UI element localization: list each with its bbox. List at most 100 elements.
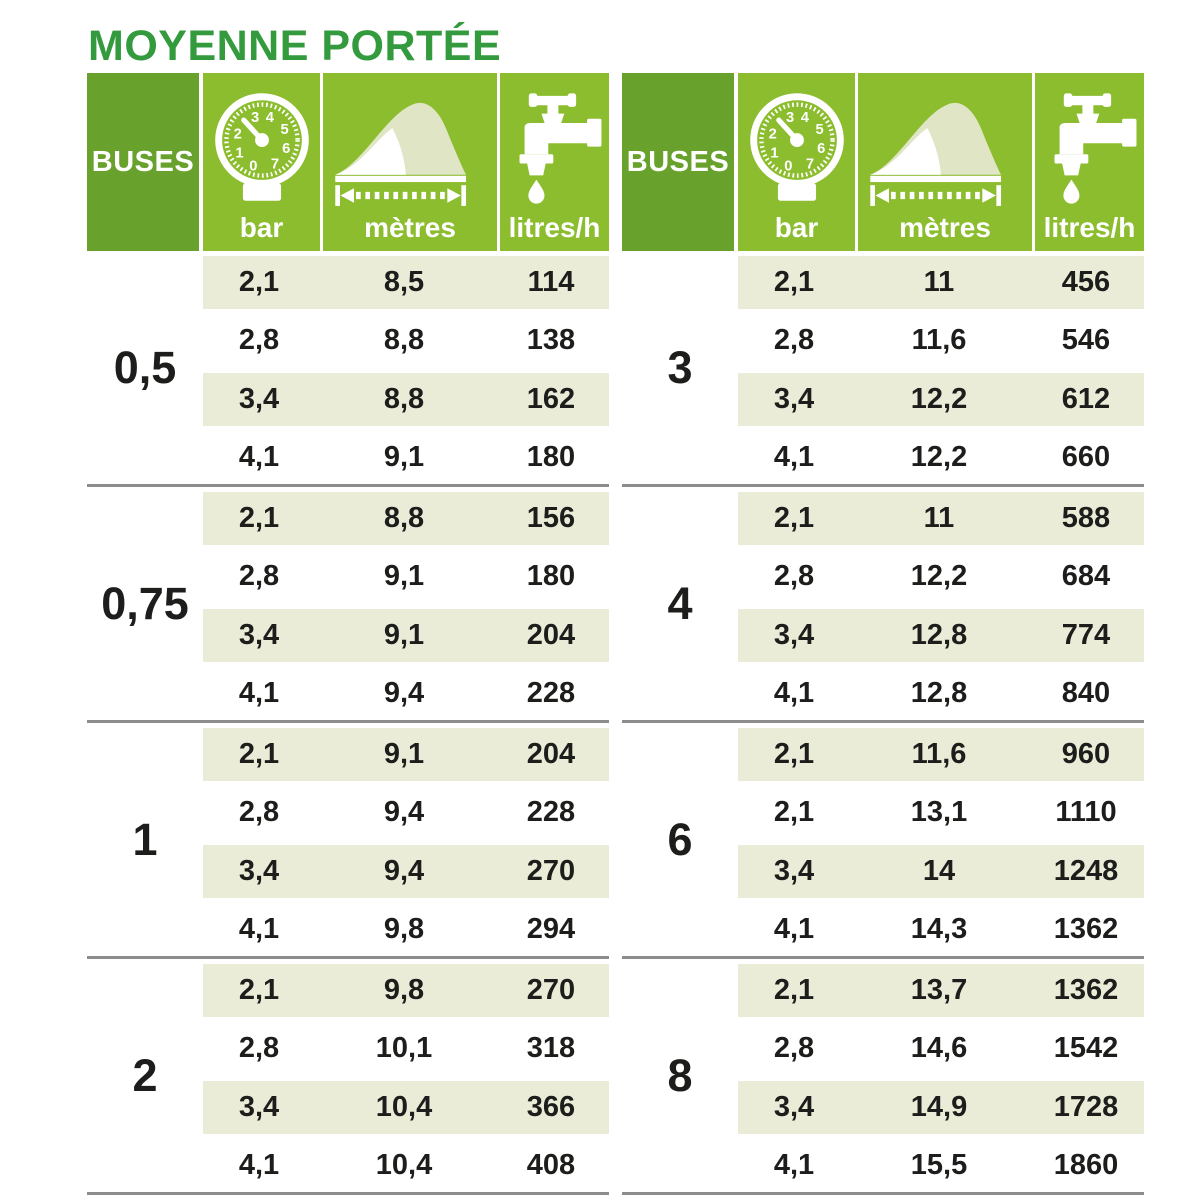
litres-value: 840	[1061, 676, 1111, 709]
table-row: 3,4 8,8 162	[203, 367, 609, 431]
bar-value: 3,4	[773, 854, 815, 887]
table-row: 2,1 9,8 270	[203, 959, 609, 1023]
litres-value: 270	[526, 854, 576, 887]
table-section: 3 2,1 11 456 2,8 11,6 546 3,4 12,2 612 4,1 12,2 660	[622, 251, 1144, 484]
metres-column-header: mètres	[323, 73, 497, 251]
section-rows: 2,1 11,6 960 2,1 13,1 1110 3,4 14 1248 4,1 14,3 136…	[738, 723, 1144, 956]
table-section: 4 2,1 11 588 2,8 12,2 684 3,4 12,8 774 4,1 12,8 840	[622, 487, 1144, 720]
metres-value: 10,4	[375, 1148, 433, 1181]
metres-value: 9,8	[383, 912, 425, 945]
svg-text:2: 2	[233, 126, 241, 142]
svg-text:0: 0	[249, 158, 257, 174]
bar-value: 3,4	[773, 1090, 815, 1123]
table-header: BUSES 0 1 2 3 4 5 6 7	[622, 73, 1144, 251]
bar-value: 2,1	[238, 974, 280, 1007]
metres-value: 9,8	[383, 974, 425, 1007]
bar-value: 4,1	[773, 440, 815, 473]
svg-text:1: 1	[770, 145, 778, 161]
section-separator	[622, 484, 1144, 487]
metres-value: 9,4	[383, 854, 425, 887]
buses-value: 0,75	[101, 577, 189, 629]
bar-value: 2,1	[773, 266, 815, 299]
tables-container: BUSES 0 1 2 3 4 5 6 7	[87, 73, 1144, 1195]
table-body: 0,5 2,1 8,5 114 2,8 8,8 138 3,4 8,8 162 4,1 9,1 180 0…	[87, 251, 609, 1195]
spec-table: BUSES 0 1 2 3 4 5 6 7	[622, 73, 1144, 1195]
table-row: 2,8 9,4 228	[203, 786, 609, 839]
buses-header-label: BUSES	[91, 145, 195, 178]
metres-value: 14,6	[910, 1032, 968, 1065]
table-row: 2,1 9,1 204	[203, 723, 609, 787]
section-rows: 2,1 8,5 114 2,8 8,8 138 3,4 8,8 162 4,1 9,1 180	[203, 251, 609, 484]
bar-value: 2,8	[773, 560, 815, 593]
section-separator	[622, 956, 1144, 959]
bar-value: 2,1	[773, 502, 815, 535]
spray-range-icon	[335, 102, 467, 206]
metres-value: 13,7	[910, 974, 968, 1007]
bar-value: 2,8	[773, 324, 815, 357]
metres-value: 8,8	[383, 502, 425, 535]
bar-value: 3,4	[238, 854, 280, 887]
buses-value: 2	[132, 1049, 158, 1101]
bar-value: 2,8	[238, 324, 280, 357]
table-row: 2,8 11,6 546	[738, 314, 1144, 367]
section-separator	[622, 1192, 1144, 1195]
bar-value: 4,1	[773, 676, 815, 709]
table-row: 2,1 11 588	[738, 487, 1144, 551]
table-row: 4,1 9,4 228	[203, 667, 609, 720]
section-rows: 2,1 11 456 2,8 11,6 546 3,4 12,2 612 4,1 12,2 660	[738, 251, 1144, 484]
spec-table: BUSES 0 1 2 3 4 5 6 7	[87, 73, 609, 1195]
metres-value: 12,8	[910, 676, 968, 709]
metres-value: 11,6	[911, 324, 967, 357]
bar-value: 2,8	[773, 1032, 815, 1065]
metres-value: 11,6	[911, 738, 967, 771]
metres-value: 12,2	[910, 440, 968, 473]
litres-value: 588	[1061, 502, 1111, 535]
svg-text:6: 6	[282, 141, 290, 157]
svg-text:6: 6	[817, 141, 825, 157]
table-row: 2,8 14,6 1542	[738, 1022, 1144, 1075]
bar-value: 4,1	[773, 1148, 815, 1181]
litres-value: 1728	[1053, 1090, 1119, 1123]
table-row: 4,1 15,5 1860	[738, 1139, 1144, 1192]
bar-value: 2,1	[238, 502, 280, 535]
buses-header-cell: BUSES	[87, 73, 199, 251]
spray-range-icon	[870, 102, 1002, 206]
metres-column-label: mètres	[899, 212, 991, 243]
buses-header-label: BUSES	[626, 145, 730, 178]
table-row: 4,1 12,2 660	[738, 431, 1144, 484]
table-row: 4,1 14,3 1362	[738, 903, 1144, 956]
table-row: 3,4 10,4 366	[203, 1075, 609, 1139]
bar-value: 2,8	[238, 796, 280, 829]
table-row: 2,1 8,5 114	[203, 251, 609, 315]
bar-column-header: 0 1 2 3 4 5 6 7 bar	[203, 73, 320, 251]
metres-value: 15,5	[910, 1148, 968, 1181]
section-separator	[87, 1192, 609, 1195]
bar-value: 2,1	[773, 796, 815, 829]
section-separator	[87, 720, 609, 723]
buses-value: 4	[667, 577, 693, 629]
table-row: 2,1 11,6 960	[738, 723, 1144, 787]
table-row: 2,1 11 456	[738, 251, 1144, 315]
litres-value: 408	[526, 1148, 576, 1181]
svg-text:3: 3	[785, 110, 793, 126]
table-section: 6 2,1 11,6 960 2,1 13,1 1110 3,4 14 1248 4,1 14,3 13…	[622, 723, 1144, 956]
bar-column-label: bar	[774, 212, 819, 243]
metres-value: 12,2	[910, 560, 968, 593]
table-row: 2,8 12,2 684	[738, 550, 1144, 603]
metres-value: 9,1	[383, 440, 425, 473]
svg-text:3: 3	[250, 110, 258, 126]
table-row: 4,1 9,8 294	[203, 903, 609, 956]
litres-value: 1110	[1055, 796, 1117, 829]
metres-value: 12,2	[910, 382, 968, 415]
section-rows: 2,1 13,7 1362 2,8 14,6 1542 3,4 14,9 1728 4,1 15,5…	[738, 959, 1144, 1192]
section-rows: 2,1 11 588 2,8 12,2 684 3,4 12,8 774 4,1 12,8 840	[738, 487, 1144, 720]
bar-value: 3,4	[773, 382, 815, 415]
buses-value: 0,5	[113, 341, 177, 393]
litres-column-header: litres/h	[500, 73, 609, 251]
table-body: 3 2,1 11 456 2,8 11,6 546 3,4 12,2 612 4,1 12,2 660 4…	[622, 251, 1144, 1195]
bar-value: 4,1	[238, 1148, 280, 1181]
table-row: 4,1 10,4 408	[203, 1139, 609, 1192]
metres-value: 8,5	[383, 266, 425, 299]
bar-value: 2,8	[238, 1032, 280, 1065]
